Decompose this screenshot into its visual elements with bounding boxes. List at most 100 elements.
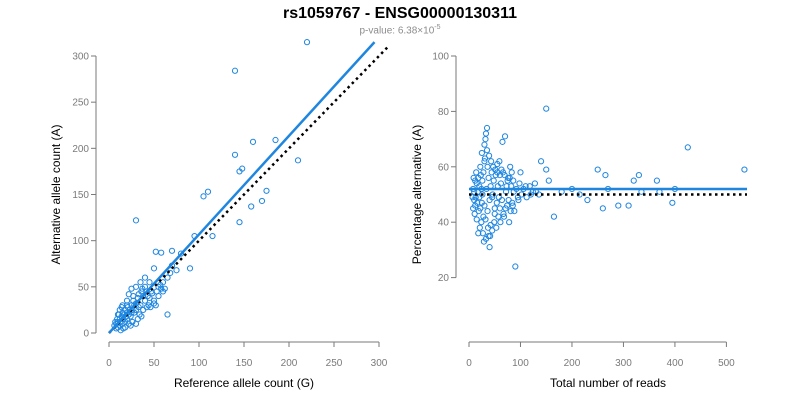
x-tick-label: 250 (326, 358, 343, 369)
data-point (249, 138, 257, 145)
data-point (483, 147, 491, 154)
data-point (186, 265, 194, 272)
data-point (599, 205, 606, 212)
data-point (499, 138, 506, 145)
data-point (511, 208, 518, 215)
data-point (481, 141, 488, 148)
data-point (484, 163, 491, 170)
y-tick-label: 200 (72, 144, 89, 155)
data-point (272, 136, 279, 144)
data-point (146, 294, 153, 302)
data-point (236, 219, 243, 226)
fit-line (108, 41, 376, 334)
data-point (509, 202, 516, 209)
data-point (490, 177, 497, 184)
y-axis-label: Alternative allele count (A) (49, 124, 63, 264)
data-point (161, 285, 168, 292)
data-point (684, 144, 691, 151)
data-point (516, 180, 523, 187)
data-point (487, 232, 494, 240)
data-point (502, 205, 509, 212)
data-point (146, 279, 153, 286)
data-point (470, 174, 477, 181)
data-point (537, 158, 545, 165)
data-point (635, 172, 642, 179)
data-point (494, 169, 501, 176)
data-point (145, 302, 152, 309)
reference-line (108, 45, 389, 334)
data-point (168, 247, 176, 254)
data-point (491, 210, 498, 217)
data-point (209, 232, 216, 240)
data-point (506, 219, 513, 226)
data-point (486, 196, 493, 204)
data-point (493, 199, 500, 206)
data-point (150, 300, 158, 307)
data-point (653, 177, 661, 184)
x-tick-label: 200 (564, 358, 581, 369)
data-point (475, 230, 482, 237)
data-point (545, 177, 552, 184)
data-point (510, 177, 517, 184)
data-point (496, 158, 503, 165)
data-point (512, 263, 519, 270)
data-point (231, 67, 239, 74)
data-point (469, 194, 476, 201)
y-tick-label: 60 (438, 162, 450, 173)
data-point (164, 274, 171, 281)
x-axis-label: Total number of reads (550, 376, 666, 390)
data-point (523, 194, 530, 201)
x-axis-label: Reference allele count (G) (174, 376, 314, 390)
data-point (131, 309, 138, 316)
data-point (498, 196, 506, 204)
data-point (130, 292, 137, 300)
data-point (594, 166, 601, 173)
data-point (473, 216, 480, 223)
data-point (543, 166, 550, 173)
x-tick-label: 150 (236, 358, 253, 369)
data-point (476, 224, 483, 231)
data-point (497, 219, 504, 226)
chart-subtitle: p-value: 6.38×10-5 (0, 24, 800, 36)
data-point (496, 205, 503, 212)
y-tick-label: 80 (438, 107, 450, 118)
data-point (129, 318, 136, 326)
p-value-text: p-value: 6.38×10 (359, 25, 435, 37)
data-point (132, 320, 140, 327)
data-point (515, 196, 522, 204)
data-point (475, 208, 482, 215)
data-point (484, 224, 492, 231)
x-tick-label: 100 (191, 358, 208, 369)
data-point (470, 205, 477, 212)
data-point (495, 213, 502, 220)
data-point (507, 208, 514, 215)
data-point (484, 208, 491, 215)
data-point (481, 158, 488, 165)
data-point (486, 244, 493, 251)
chart-title: rs1059767 - ENSG00000130311 (283, 5, 517, 22)
data-point (483, 124, 491, 132)
data-point (248, 203, 255, 210)
data-point (482, 130, 490, 137)
data-point (517, 169, 524, 176)
data-point (478, 219, 485, 226)
data-point (117, 327, 124, 334)
data-point (239, 165, 246, 172)
data-point (164, 311, 171, 318)
data-point (500, 210, 507, 217)
data-point (141, 274, 149, 281)
data-point (550, 213, 558, 220)
data-point (625, 202, 632, 209)
data-point (543, 105, 550, 112)
data-point (481, 155, 489, 162)
data-point (119, 302, 126, 309)
data-point (137, 279, 144, 286)
x-tick-label: 300 (615, 358, 632, 369)
data-point (114, 311, 122, 318)
y-tick-label: 0 (83, 329, 89, 340)
data-point (488, 158, 495, 165)
x-tick-label: 400 (667, 358, 684, 369)
data-point (479, 177, 486, 184)
y-axis-label: Percentage alternative (A) (410, 125, 424, 264)
